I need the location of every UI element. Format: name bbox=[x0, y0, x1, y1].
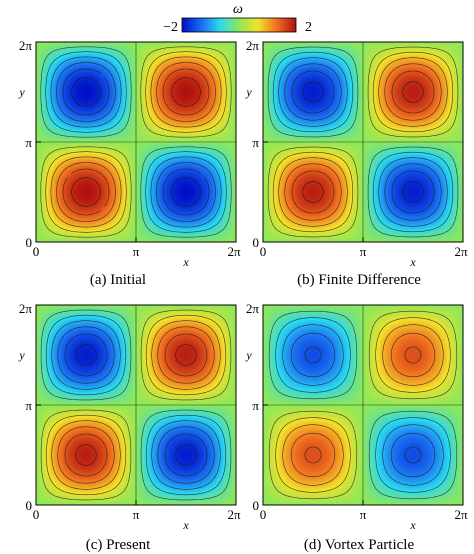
panel-c: 00 π π 2π 2π x y (c) Present bbox=[18, 301, 241, 553]
y-axis-label: y bbox=[245, 85, 252, 99]
y-axis-label: y bbox=[245, 348, 252, 362]
x-tick-label: 2π bbox=[454, 507, 468, 522]
y-tick-label: 0 bbox=[253, 235, 260, 250]
y-tick-label: 2π bbox=[246, 38, 260, 53]
x-tick-label: 2π bbox=[227, 507, 241, 522]
y-tick-label: 0 bbox=[253, 498, 260, 513]
y-tick-label: 2π bbox=[246, 301, 260, 316]
y-tick-label: 2π bbox=[19, 38, 33, 53]
x-axis-label: x bbox=[182, 518, 189, 532]
y-tick-label: π bbox=[25, 398, 32, 413]
panel-a: 00 π π 2π 2π x y (a) Initial bbox=[18, 38, 241, 288]
y-tick-label: 2π bbox=[19, 301, 33, 316]
x-tick-label: 0 bbox=[33, 507, 40, 522]
contour-lines bbox=[38, 305, 236, 503]
x-tick-label: π bbox=[360, 244, 367, 259]
colorbar: ω −2 2 bbox=[163, 2, 312, 35]
x-axis-label: x bbox=[182, 255, 189, 269]
colorbar-max-label: 2 bbox=[305, 20, 312, 35]
x-tick-label: 0 bbox=[260, 244, 267, 259]
colorbar-min-label: −2 bbox=[163, 20, 178, 35]
y-tick-label: 0 bbox=[26, 235, 33, 250]
contour-lines bbox=[265, 305, 463, 503]
x-tick-label: 0 bbox=[260, 507, 267, 522]
contour-lines bbox=[38, 42, 236, 240]
y-tick-label: 0 bbox=[26, 498, 33, 513]
x-tick-label: 2π bbox=[454, 244, 468, 259]
panel-caption: (a) Initial bbox=[90, 272, 146, 288]
y-tick-label: π bbox=[25, 135, 32, 150]
panel-caption: (c) Present bbox=[86, 537, 151, 553]
colorbar-label: ω bbox=[233, 2, 243, 17]
panel-caption: (d) Vortex Particle bbox=[304, 537, 415, 553]
x-tick-label: π bbox=[133, 507, 140, 522]
panel-d: 00 π π 2π 2π x y (d) Vortex Particle bbox=[245, 301, 468, 553]
y-axis-label: y bbox=[18, 85, 25, 99]
y-tick-label: π bbox=[252, 135, 259, 150]
x-tick-label: π bbox=[133, 244, 140, 259]
y-tick-label: π bbox=[252, 398, 259, 413]
x-tick-label: 2π bbox=[227, 244, 241, 259]
x-tick-label: 0 bbox=[33, 244, 40, 259]
x-axis-label: x bbox=[409, 255, 416, 269]
panel-caption: (b) Finite Difference bbox=[297, 272, 421, 288]
contour-lines bbox=[265, 42, 463, 240]
panel-b: 00 π π 2π 2π x y (b) Finite Difference bbox=[245, 38, 468, 288]
x-axis-label: x bbox=[409, 518, 416, 532]
colorbar-gradient bbox=[181, 17, 297, 33]
x-tick-label: π bbox=[360, 507, 367, 522]
y-axis-label: y bbox=[18, 348, 25, 362]
